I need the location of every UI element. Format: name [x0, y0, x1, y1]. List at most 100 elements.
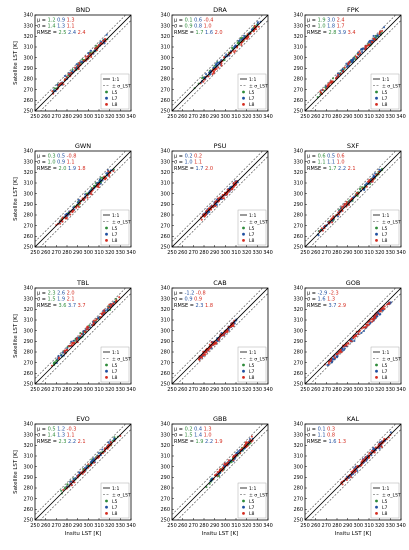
stat-value: 1.8	[78, 166, 86, 172]
x-tick-label: 310	[364, 250, 374, 256]
upper-error-line	[305, 424, 397, 515]
legend-swatch-l5	[105, 499, 108, 503]
legend-label: L5	[112, 90, 118, 96]
data-point-l8	[103, 311, 106, 314]
x-tick-label: 270	[52, 387, 62, 393]
legend-label: L8	[382, 375, 388, 381]
data-point-l7	[345, 62, 348, 65]
upper-error-line	[172, 288, 264, 379]
x-tick-label: 270	[189, 114, 199, 120]
stat-value: 1.9	[318, 18, 328, 24]
legend-label: L7	[112, 96, 118, 102]
panel-gob: GOB2502502602602702702802802902903003003…	[293, 279, 405, 393]
data-point-l8	[232, 459, 235, 462]
legend-label: L5	[112, 363, 118, 369]
y-tick-label: 290	[293, 475, 303, 481]
x-tick-label: 300	[84, 523, 94, 529]
y-tick-label: 320	[23, 34, 33, 40]
stat-row-mu: μ = 0.3 0.5 -0.8	[37, 154, 76, 160]
legend-label: ± σ_LST	[112, 83, 131, 89]
x-tick-label: 280	[199, 114, 209, 120]
data-point-l8	[68, 345, 71, 348]
stat-label-rmse: RMSE =	[37, 166, 59, 172]
data-point-l8	[347, 203, 351, 206]
legend-swatch-l8	[105, 512, 108, 515]
legend-label: 1:1	[382, 486, 389, 492]
plot-area	[35, 424, 131, 520]
stat-label-rmse: RMSE =	[174, 166, 196, 172]
y-tick-label: 270	[293, 87, 303, 93]
y-tick-label: 260	[293, 371, 303, 377]
stat-value: 3.7	[68, 303, 78, 309]
stat-row-rmse: RMSE = 1.9 2.2 1.9	[174, 439, 223, 445]
one-to-one-line	[172, 15, 268, 111]
panel-sxf: SXF2502502602602702702802802902903003003…	[293, 142, 405, 256]
y-tick-label: 310	[160, 45, 170, 51]
stat-value: 1.1	[67, 160, 75, 166]
y-tick-label: 300	[293, 328, 303, 334]
data-point-l7	[215, 62, 218, 65]
data-point-l7	[101, 448, 104, 451]
y-tick-label: 300	[293, 191, 303, 197]
x-tick-label: 290	[73, 250, 83, 256]
y-tick-label: 250	[293, 109, 303, 115]
stat-value: 1.9	[196, 439, 206, 445]
x-tick-label: 270	[189, 250, 199, 256]
legend-label: 1:1	[249, 350, 256, 356]
data-point-l8	[69, 213, 72, 216]
x-tick-label: 290	[73, 523, 83, 529]
y-tick-label: 280	[160, 350, 170, 356]
stat-value: 1.3	[57, 24, 67, 30]
legend-label: L5	[249, 363, 255, 369]
data-point-l7	[97, 452, 100, 455]
stat-value: 1.6	[329, 439, 339, 445]
stat-value: 1.0	[48, 160, 58, 166]
y-tick-label: 300	[23, 191, 33, 197]
y-tick-label: 280	[160, 486, 170, 492]
x-tick-label: 330	[253, 114, 263, 120]
legend-label: L8	[249, 375, 255, 381]
stat-label-rmse: RMSE =	[37, 303, 59, 309]
data-point-l8	[368, 452, 371, 455]
x-tick-label: 260	[178, 387, 188, 393]
stat-value: 0.9	[185, 297, 195, 303]
stat-label-sigma: σ =	[37, 160, 48, 166]
x-tick-label: 340	[263, 114, 273, 120]
x-tick-label: 280	[62, 523, 72, 529]
x-tick-label: 290	[210, 523, 220, 529]
x-tick-label: 310	[231, 250, 241, 256]
y-tick-label: 280	[293, 350, 303, 356]
legend-swatch-l7	[242, 96, 245, 100]
data-point-l8	[364, 45, 367, 48]
stat-row-mu: μ = 1.9 3.0 2.4	[307, 18, 345, 24]
y-tick-label: 300	[293, 464, 303, 470]
y-tick-label: 300	[23, 55, 33, 61]
data-point-l5	[60, 489, 63, 492]
data-point-l8	[202, 80, 205, 83]
legend-label: L5	[382, 226, 388, 232]
legend-swatch-l7	[105, 232, 108, 236]
y-tick-label: 270	[293, 223, 303, 229]
y-tick-label: 260	[160, 371, 170, 377]
x-tick-label: 310	[94, 523, 104, 529]
data-point-l8	[354, 55, 358, 58]
data-point-l8	[210, 345, 213, 349]
stat-value: 2.3	[48, 291, 58, 297]
x-tick-label: 320	[375, 250, 385, 256]
x-tick-label: 250	[30, 114, 40, 120]
stat-value: -0.3	[67, 427, 77, 433]
stat-value: 0.2	[185, 427, 195, 433]
stat-value: 0.3	[327, 427, 335, 433]
stat-row-rmse: RMSE = 1.7 1.6 2.0	[174, 30, 223, 36]
x-tick-label: 300	[354, 523, 364, 529]
one-to-one-line	[35, 151, 131, 247]
y-tick-label: 310	[293, 181, 303, 187]
y-tick-label: 250	[23, 109, 33, 115]
stat-value: 1.1	[318, 433, 328, 439]
data-point-l8	[225, 330, 229, 333]
stat-value: 0.4	[194, 427, 204, 433]
data-point-l8	[230, 187, 233, 191]
y-tick-label: 310	[293, 318, 303, 324]
data-point-l7	[343, 347, 346, 350]
legend-swatch-l5	[242, 226, 245, 230]
